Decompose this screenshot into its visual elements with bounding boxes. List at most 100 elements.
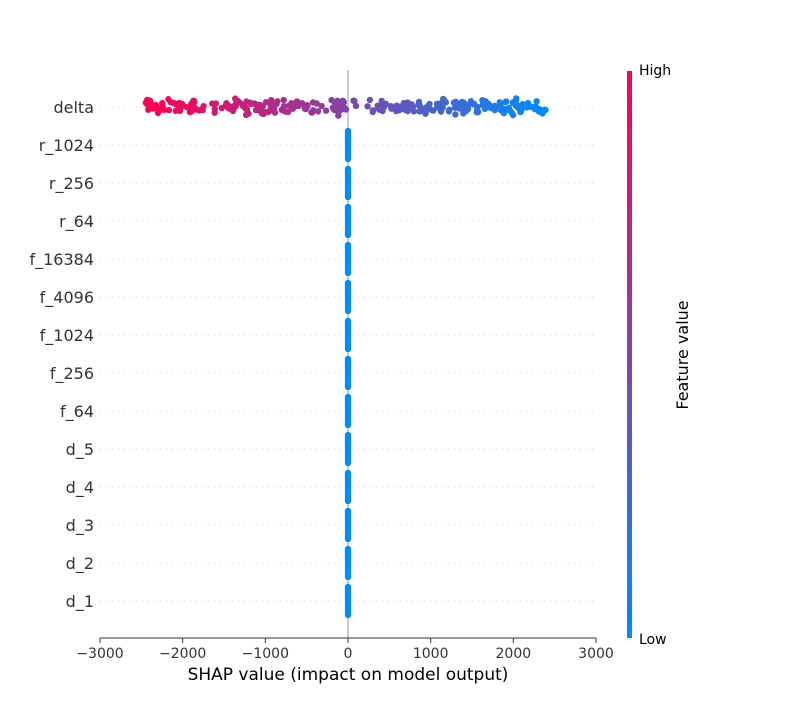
feature-label: d_1 xyxy=(66,592,94,612)
shap-point xyxy=(528,103,535,111)
shap-point xyxy=(145,106,152,113)
shap-point xyxy=(299,100,306,107)
shap-point xyxy=(322,107,330,114)
shap-point xyxy=(234,97,241,105)
shap-point xyxy=(462,107,470,115)
feature-label: d_4 xyxy=(66,478,94,498)
shap-point xyxy=(533,105,541,112)
shap-point xyxy=(539,110,546,117)
shap-point xyxy=(314,108,322,115)
x-tick-label: 0 xyxy=(344,646,353,662)
shap-point xyxy=(278,106,285,113)
shap-point xyxy=(446,106,453,113)
shap-point xyxy=(344,307,352,315)
shap-point xyxy=(344,611,352,619)
feature-label: d_2 xyxy=(66,554,94,574)
shap-point xyxy=(500,105,508,113)
shap-point xyxy=(364,103,371,110)
shap-point xyxy=(508,109,515,116)
shap-point xyxy=(437,100,444,107)
feature-label: r_256 xyxy=(49,174,94,194)
shap-point xyxy=(243,104,250,112)
shap-point xyxy=(172,107,179,115)
shap-points xyxy=(142,95,549,619)
shap-point xyxy=(142,99,149,106)
shap-point xyxy=(344,269,352,277)
shap-point xyxy=(496,99,503,106)
x-tick-label: 2000 xyxy=(496,646,532,662)
shap-point xyxy=(407,104,414,112)
shap-point xyxy=(437,108,445,115)
shap-point xyxy=(308,109,316,116)
shap-point xyxy=(502,98,509,106)
shap-point xyxy=(165,106,173,114)
shap-point xyxy=(344,421,352,429)
shap-point xyxy=(186,108,194,116)
shap-point xyxy=(262,99,270,106)
shap-point xyxy=(211,105,218,113)
x-tick-label: −2000 xyxy=(159,646,206,662)
shap-point xyxy=(313,100,320,107)
feature-label: d_5 xyxy=(66,440,94,460)
x-axis-ticks: −3000 −2000 −1000 0 1000 2000 3000 xyxy=(76,638,614,662)
colorbar-bar xyxy=(627,71,632,638)
shap-point xyxy=(474,108,482,116)
shap-point xyxy=(261,108,268,116)
colorbar-low-label: Low xyxy=(639,632,667,648)
shap-point xyxy=(157,106,164,113)
shap-point xyxy=(474,103,481,111)
shap-point xyxy=(344,383,352,391)
shap-point xyxy=(336,102,343,109)
x-tick-label: 3000 xyxy=(578,646,614,662)
shap-point xyxy=(415,101,422,109)
shap-point xyxy=(509,99,517,106)
x-tick-label: 1000 xyxy=(413,646,449,662)
shap-point xyxy=(344,231,352,239)
shap-point xyxy=(344,573,352,581)
shap-point xyxy=(344,155,352,163)
feature-label: f_4096 xyxy=(40,288,94,308)
x-tick-label: −3000 xyxy=(76,646,123,662)
shap-point xyxy=(374,102,381,109)
colorbar-title: Feature value xyxy=(673,300,692,409)
shap-point xyxy=(224,104,232,112)
shap-point xyxy=(150,105,157,112)
shap-point xyxy=(335,112,342,119)
shap-point xyxy=(467,98,475,105)
shap-point xyxy=(483,99,490,107)
shap-point xyxy=(419,107,426,114)
feature-label: f_16384 xyxy=(29,250,94,270)
feature-label: f_256 xyxy=(50,364,94,384)
colorbar-high-label: High xyxy=(639,63,671,79)
shap-point xyxy=(352,102,360,110)
shap-point xyxy=(172,100,179,108)
shap-point xyxy=(426,100,433,108)
shap-point xyxy=(267,96,275,104)
shap-point xyxy=(366,96,374,104)
feature-label: r_64 xyxy=(59,212,94,232)
shap-point xyxy=(339,97,347,105)
feature-label: delta xyxy=(53,98,94,117)
shap-point xyxy=(251,100,258,107)
shap-point xyxy=(350,97,357,104)
shap-point xyxy=(318,102,325,110)
shap-point xyxy=(344,459,352,467)
shap-point xyxy=(344,193,352,201)
shap-point xyxy=(331,99,339,106)
shap-point xyxy=(429,107,437,114)
shap-point xyxy=(387,102,395,110)
shap-point xyxy=(231,103,239,111)
shap-point xyxy=(342,106,350,113)
x-tick-label: −1000 xyxy=(242,646,289,662)
shap-point xyxy=(252,106,260,114)
shap-point xyxy=(533,98,540,105)
shap-point xyxy=(242,111,250,119)
feature-label: f_1024 xyxy=(40,326,94,346)
shap-point xyxy=(256,101,264,109)
shap-point xyxy=(329,104,336,111)
shap-point xyxy=(189,104,196,111)
shap-point xyxy=(200,102,207,110)
shap-point xyxy=(344,497,352,505)
shap-point xyxy=(289,105,297,112)
